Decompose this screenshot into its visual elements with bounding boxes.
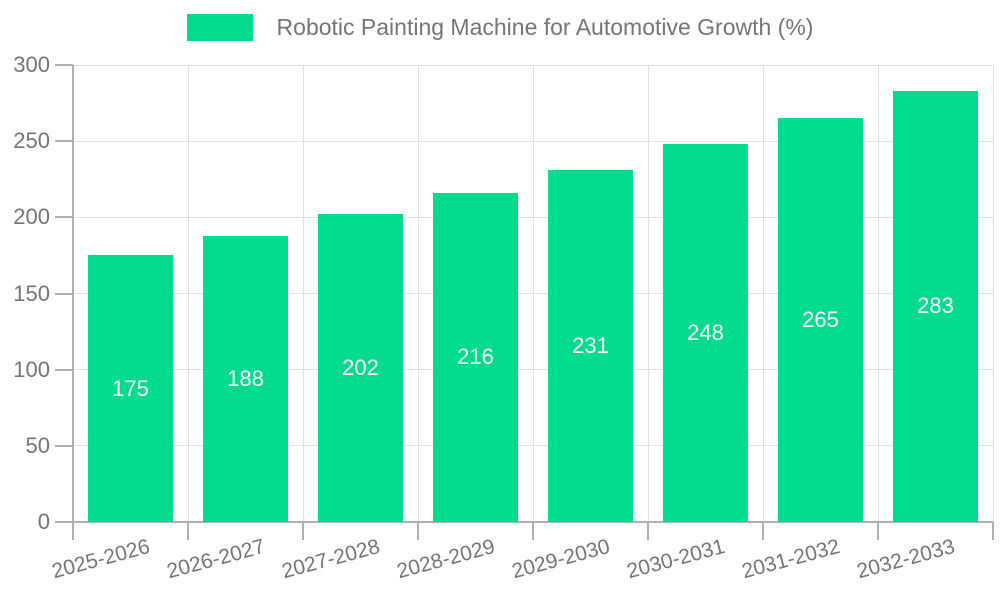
y-axis-tick-label: 150	[13, 280, 50, 306]
legend-swatch	[186, 14, 253, 41]
x-axis-tick-label: 2025-2026	[49, 535, 153, 584]
x-axis-tick	[72, 522, 74, 540]
gridline-vertical	[187, 65, 189, 522]
bar-value-label: 175	[112, 375, 149, 401]
gridline-vertical	[532, 65, 534, 522]
x-axis-tick-label: 2029-2030	[509, 535, 613, 584]
y-axis-tick-label: 0	[37, 509, 50, 534]
x-axis-tick	[532, 522, 534, 540]
y-axis-tick-label: 250	[13, 128, 50, 154]
y-axis-tick-label: 200	[13, 204, 50, 230]
bar[interactable]	[548, 170, 633, 522]
legend[interactable]: Robotic Painting Machine for Automotive …	[0, 14, 1000, 41]
y-axis-tick	[55, 292, 73, 295]
x-axis-tick	[417, 522, 419, 540]
bar[interactable]	[318, 214, 403, 522]
bar-value-label: 248	[687, 320, 724, 346]
x-axis-tick-label: 2032-2033	[854, 535, 958, 584]
x-axis-tick-label: 2030-2031	[624, 535, 728, 584]
y-axis-tick	[55, 216, 73, 219]
x-axis-tick	[877, 522, 879, 540]
x-axis-tick	[992, 522, 994, 540]
gridline-vertical	[762, 65, 764, 522]
bar[interactable]	[433, 192, 518, 522]
y-axis-tick	[55, 140, 73, 143]
x-axis-tick	[762, 522, 764, 540]
y-axis-tick-label: 100	[13, 356, 50, 382]
gridline-vertical	[417, 65, 419, 522]
gridline-vertical	[992, 65, 994, 522]
y-axis-tick	[55, 521, 73, 523]
bar-value-label: 202	[342, 355, 379, 381]
x-axis-tick-label: 2027-2028	[279, 535, 383, 584]
bar-value-label: 216	[457, 344, 494, 370]
x-axis-tick-label: 2031-2032	[739, 535, 843, 584]
x-axis-tick-label: 2026-2027	[164, 535, 268, 584]
bar-value-label: 265	[802, 307, 839, 333]
bar-value-label: 231	[572, 333, 609, 359]
x-axis-tick	[302, 522, 304, 540]
y-axis-tick-label: 300	[13, 52, 50, 77]
bar[interactable]	[203, 235, 288, 522]
bar[interactable]	[663, 144, 748, 522]
gridline-vertical	[647, 65, 649, 522]
y-axis-tick	[55, 64, 73, 66]
y-axis-tick-label: 50	[25, 432, 50, 458]
x-axis-tick-label: 2028-2029	[394, 535, 498, 584]
bar-value-label: 283	[917, 293, 954, 319]
x-axis-tick	[647, 522, 649, 540]
gridline-vertical	[302, 65, 304, 522]
bar[interactable]	[778, 118, 863, 522]
legend-label: Robotic Painting Machine for Automotive …	[276, 14, 814, 40]
y-axis-tick	[55, 368, 73, 371]
x-axis-tick	[187, 522, 189, 540]
y-axis-line	[72, 65, 74, 522]
gridline-vertical	[877, 65, 879, 522]
y-axis-tick	[55, 444, 73, 447]
bar[interactable]	[893, 90, 978, 522]
bar[interactable]	[88, 255, 173, 522]
bar-value-label: 188	[227, 365, 264, 391]
